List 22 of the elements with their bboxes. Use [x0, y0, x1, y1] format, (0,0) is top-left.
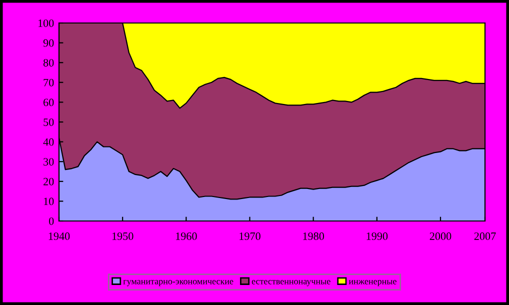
x-tick-label: 1970	[240, 232, 260, 240]
y-tick-label: 30	[44, 158, 54, 166]
x-tick-label: 2000	[430, 232, 452, 240]
y-tick-label: 60	[44, 98, 54, 106]
x-tick-label: 1940	[48, 232, 70, 240]
y-tick-label: 70	[44, 78, 54, 86]
y-tick-label: 80	[43, 59, 54, 67]
x-tick-label: 2007	[474, 232, 496, 240]
y-tick-label: 90	[43, 39, 54, 47]
y-tick-label: 50	[44, 118, 54, 126]
x-tick-label: 1960	[176, 232, 197, 240]
y-tick-label: 100	[38, 19, 54, 27]
y-tick-label: 20	[44, 178, 54, 186]
y-tick-label: 40	[43, 138, 54, 146]
legend-label: гуманитарно-экономические	[123, 280, 234, 286]
x-tick-label: 1980	[303, 232, 324, 240]
y-tick-label: 0	[49, 217, 54, 225]
legend-label: инженерные	[348, 280, 396, 286]
x-tick-label: 1990	[366, 232, 388, 240]
y-tick-label: 10	[44, 198, 54, 206]
legend-label: естественнонаучные	[252, 280, 330, 286]
x-tick-label: 1950	[112, 232, 134, 240]
